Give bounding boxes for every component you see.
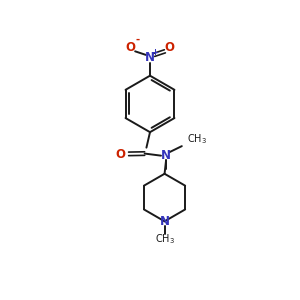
Text: O: O [126,41,136,54]
Text: +: + [152,48,159,57]
Text: -: - [135,34,139,44]
Text: N: N [145,51,155,64]
Text: N: N [161,149,171,162]
Text: O: O [164,41,174,54]
Text: O: O [116,148,126,161]
Text: N: N [160,215,170,228]
Text: CH$_3$: CH$_3$ [187,133,207,146]
Text: CH$_3$: CH$_3$ [154,232,175,246]
